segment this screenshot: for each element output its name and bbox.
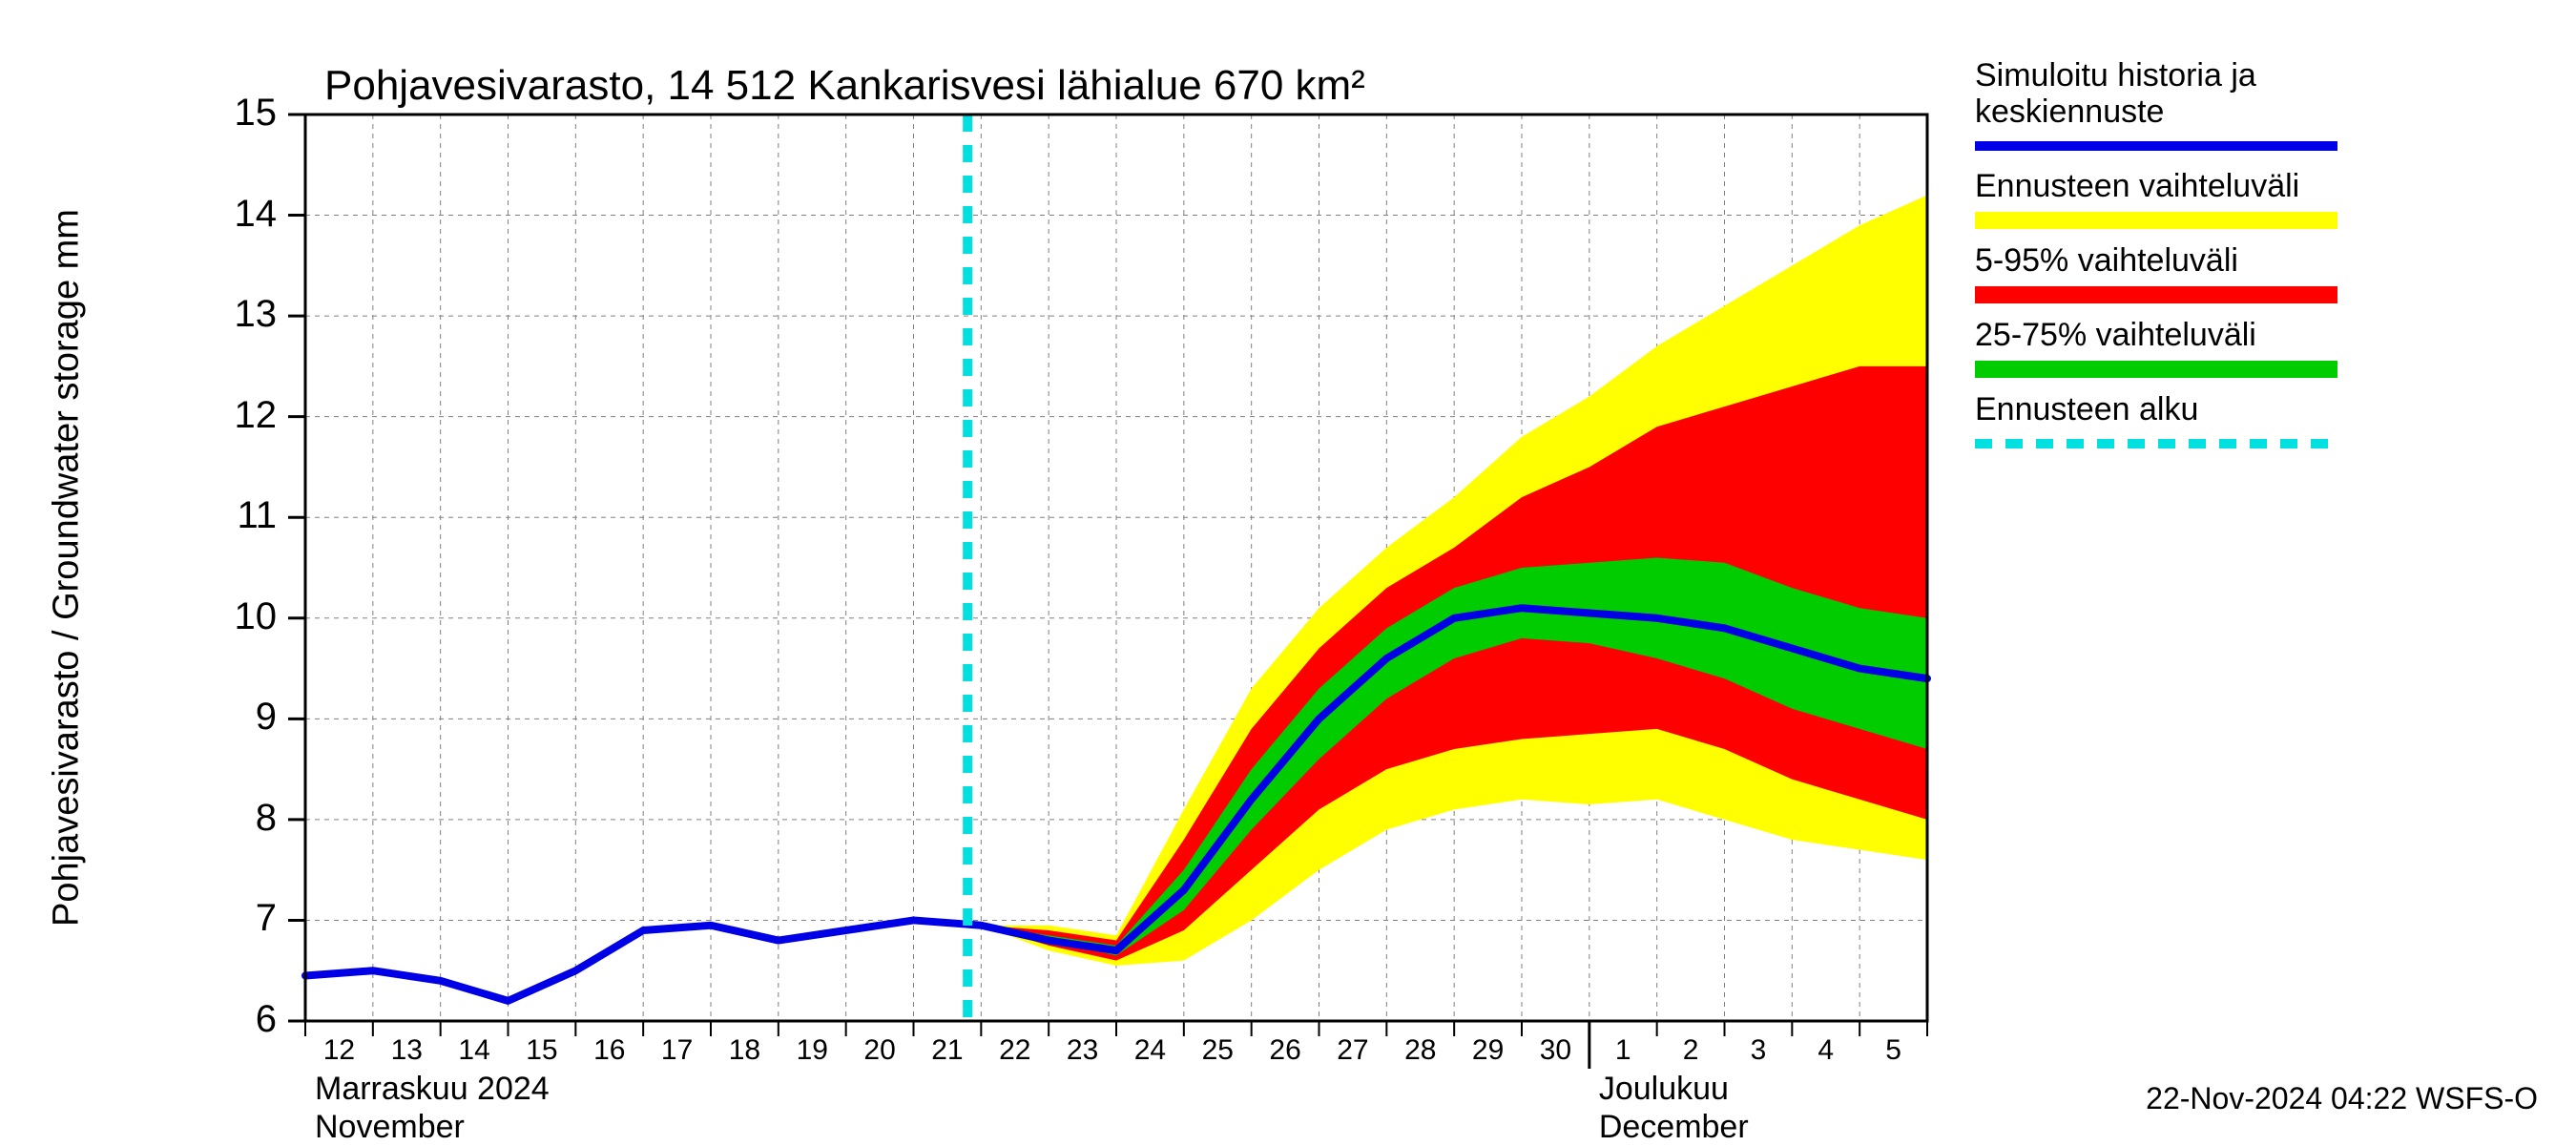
x-tick-label: 26	[1269, 1034, 1300, 1067]
x-tick-label: 22	[999, 1034, 1030, 1067]
legend-label: Ennusteen alku	[1975, 391, 2198, 428]
legend-label: 25-75% vaihteluväli	[1975, 317, 2256, 354]
y-tick-label: 12	[200, 394, 277, 437]
x-tick-label: 21	[931, 1034, 963, 1067]
legend-label: 5-95% vaihteluväli	[1975, 242, 2238, 280]
x-tick-label: 14	[458, 1034, 489, 1067]
x-tick-label: 30	[1540, 1034, 1571, 1067]
x-tick-label: 12	[323, 1034, 355, 1067]
x-tick-label: 17	[661, 1034, 693, 1067]
month-label: Joulukuu	[1599, 1071, 1729, 1108]
chart-title: Pohjavesivarasto, 14 512 Kankarisvesi lä…	[324, 62, 1365, 110]
x-tick-label: 16	[593, 1034, 625, 1067]
x-tick-label: 2	[1683, 1034, 1699, 1067]
legend-label: Simuloitu historia ja	[1975, 57, 2256, 94]
y-tick-label: 8	[200, 797, 277, 840]
y-tick-label: 14	[200, 193, 277, 236]
y-tick-label: 7	[200, 897, 277, 940]
x-tick-label: 25	[1202, 1034, 1234, 1067]
y-tick-label: 11	[200, 494, 277, 537]
x-tick-label: 27	[1337, 1034, 1368, 1067]
y-tick-label: 15	[200, 92, 277, 135]
x-tick-label: 1	[1615, 1034, 1631, 1067]
x-tick-label: 23	[1067, 1034, 1098, 1067]
footer-timestamp: 22-Nov-2024 04:22 WSFS-O	[2146, 1081, 2538, 1116]
legend-label: keskiennuste	[1975, 94, 2164, 131]
month-label: December	[1599, 1109, 1749, 1146]
month-label: November	[315, 1109, 465, 1146]
x-tick-label: 13	[391, 1034, 423, 1067]
x-tick-label: 28	[1404, 1034, 1436, 1067]
x-tick-label: 24	[1134, 1034, 1166, 1067]
chart-canvas: Pohjavesivarasto, 14 512 Kankarisvesi lä…	[0, 0, 2576, 1145]
x-tick-label: 19	[797, 1034, 828, 1067]
x-tick-label: 5	[1885, 1034, 1901, 1067]
x-tick-label: 29	[1472, 1034, 1504, 1067]
y-tick-label: 13	[200, 293, 277, 336]
x-tick-label: 4	[1818, 1034, 1834, 1067]
legend-label: Ennusteen vaihteluväli	[1975, 168, 2299, 205]
month-label: Marraskuu 2024	[315, 1071, 550, 1108]
x-tick-label: 20	[863, 1034, 895, 1067]
x-tick-label: 15	[526, 1034, 557, 1067]
x-tick-label: 18	[729, 1034, 760, 1067]
y-axis-label: Pohjavesivarasto / Groundwater storage m…	[47, 209, 88, 927]
y-tick-label: 9	[200, 696, 277, 739]
x-tick-label: 3	[1751, 1034, 1767, 1067]
y-tick-label: 6	[200, 998, 277, 1041]
y-tick-label: 10	[200, 595, 277, 638]
